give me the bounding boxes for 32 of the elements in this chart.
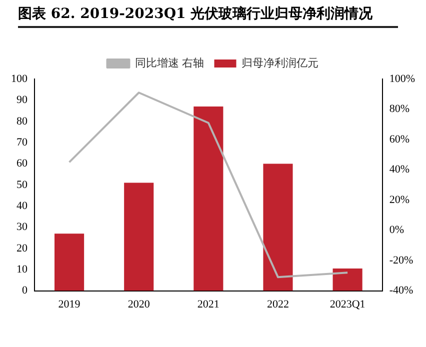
y-tick-label: 90 (16, 94, 28, 106)
y-tick-label: 60 (16, 158, 28, 170)
x-tick-label: 2020 (128, 298, 150, 310)
bar (263, 164, 293, 291)
y-tick-label: 0 (22, 284, 28, 297)
y-tick-label: 100 (11, 72, 28, 85)
y2-tick-label: -40% (389, 284, 414, 297)
y-tick-label: 70 (16, 136, 28, 148)
y2-tick-label: 100% (389, 72, 416, 85)
x-tick-label: 2023Q1 (330, 298, 366, 310)
x-tick-label: 2021 (197, 298, 220, 310)
legend-label: 同比增速 右轴 (134, 56, 204, 70)
y-tick-label: 40 (16, 200, 28, 212)
bar (194, 106, 224, 291)
bar (124, 182, 154, 291)
y-tick-label: 80 (16, 115, 28, 128)
y2-tick-label: -20% (389, 254, 414, 266)
y-tick-label: 30 (16, 221, 28, 234)
legend-label: 归母净利润亿元 (242, 56, 319, 70)
bar (332, 268, 362, 291)
y2-tick-label: 0% (389, 224, 404, 236)
y-tick-label: 10 (16, 264, 28, 276)
x-tick-label: 2022 (266, 298, 289, 310)
bar (54, 234, 84, 291)
chart-title: 图表 62. 2019-2023Q1 光伏玻璃行业归母净利润情况 (18, 4, 398, 28)
y2-tick-label: 40% (389, 164, 410, 176)
y2-tick-label: 20% (389, 194, 410, 206)
y-tick-label: 20 (16, 242, 28, 254)
x-tick-label: 2019 (58, 298, 81, 310)
y2-tick-label: 60% (389, 133, 410, 146)
y2-tick-label: 80% (389, 103, 410, 116)
y-tick-label: 50 (16, 178, 28, 191)
